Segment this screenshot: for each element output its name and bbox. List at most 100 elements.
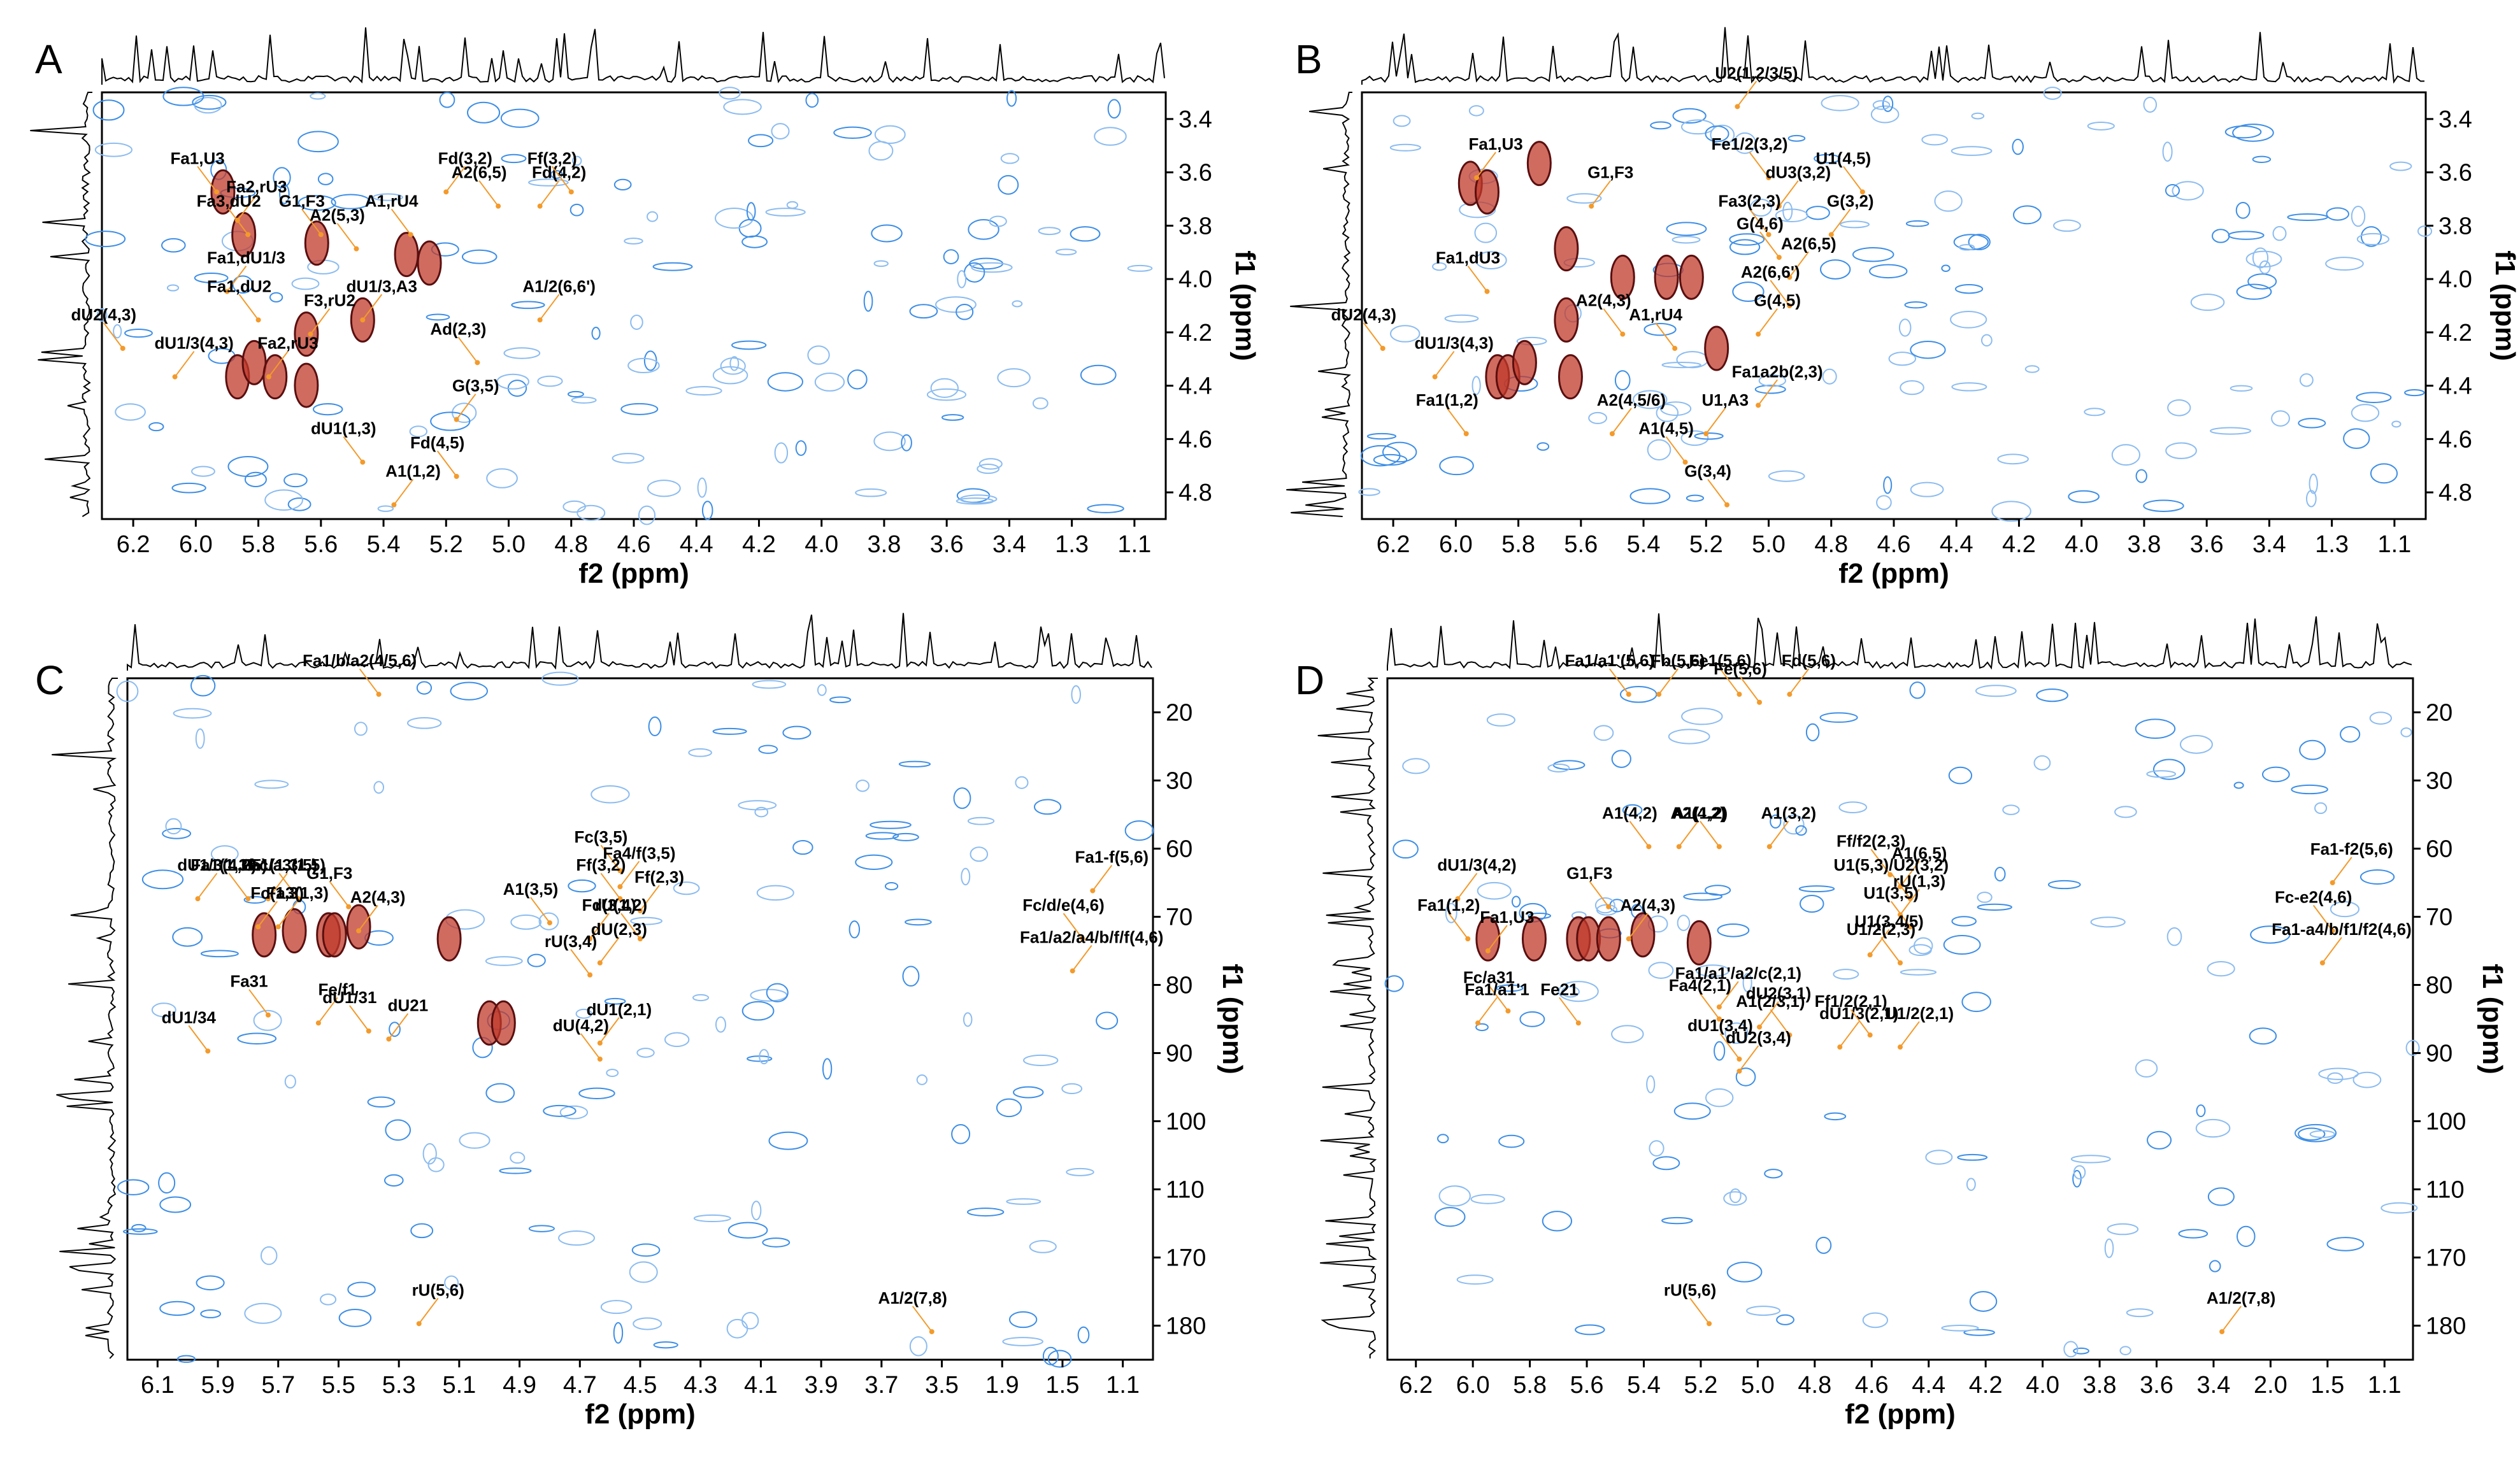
contour-peak: [792, 839, 813, 855]
annotation-arrowhead: [1606, 904, 1612, 909]
highlighted-cross-peak: [1474, 169, 1500, 215]
peak-annotation: Fa1a2b(2,3): [1732, 362, 1823, 381]
contour-peak: [2228, 231, 2265, 240]
contour-peak: [855, 854, 893, 870]
contour-peak: [2326, 1237, 2365, 1251]
contour-peak: [2147, 1130, 2172, 1150]
peak-annotation: G(3,4): [1684, 462, 1731, 481]
contour-peak: [2298, 1127, 2326, 1141]
contour-peak: [2404, 389, 2425, 397]
contour-peak: [2233, 781, 2244, 789]
contour-peak: [2196, 1104, 2206, 1118]
annotation-arrowhead: [1837, 1044, 1843, 1050]
peak-annotation: dU3(3,2): [1766, 163, 1831, 182]
contour-peak: [966, 1208, 1005, 1217]
contour-peak: [2314, 802, 2328, 815]
contour-peak: [620, 403, 659, 415]
peak-annotation: Fa1/a1'(5,6): [1565, 651, 1655, 670]
contour-peak: [2033, 755, 2051, 771]
peak-annotation: U1,A3: [1701, 390, 1749, 410]
contour-peak: [795, 440, 807, 456]
peak-annotation: Fa3,dU2: [197, 191, 261, 210]
peak-annotation: A1(3,5): [503, 880, 559, 899]
peak-annotation: Fe1/2(3,2): [1712, 134, 1788, 153]
annotation-arrowhead: [1465, 936, 1471, 942]
x-tick-label: 4.2: [742, 531, 776, 558]
contour-peak: [2340, 726, 2361, 743]
annotation-leader: [455, 394, 476, 420]
contour-peak: [1575, 1324, 1605, 1336]
contour-peak: [771, 123, 790, 139]
contour-peak: [1077, 1326, 1090, 1344]
peak-annotation: A2(4,3): [1576, 291, 1631, 310]
contour-peak: [385, 1119, 412, 1141]
y-tick-label: 3.4: [2438, 106, 2472, 133]
annotation-arrowhead: [638, 908, 643, 914]
annotation-leader: [1071, 944, 1092, 972]
annotation-arrowhead: [1859, 189, 1865, 195]
contour-peak: [1519, 1011, 1545, 1027]
x-tick-label: 5.0: [492, 531, 526, 558]
contour-peak: [909, 1336, 927, 1357]
x-tick-label: 5.6: [1564, 531, 1598, 558]
contour-peak: [1566, 193, 1602, 204]
contour-peak: [2090, 916, 2126, 928]
contour-peak: [727, 1222, 768, 1239]
contour-peak: [653, 1341, 678, 1349]
annotation-leader: [619, 860, 640, 887]
contour-peak: [750, 988, 788, 1002]
contour-peak: [1723, 1191, 1747, 1206]
contour-peak: [1705, 1088, 1734, 1108]
contour-peak: [1910, 341, 1946, 359]
y-tick-label: 110: [1166, 1177, 1205, 1204]
x-tick-label: 4.6: [1877, 531, 1911, 558]
annotation-arrowhead: [537, 203, 543, 209]
contour-peak: [870, 820, 912, 829]
contour-peak: [1991, 501, 2031, 522]
contour-peak: [1643, 323, 1677, 336]
peak-annotation: A1(3,2): [1761, 803, 1816, 822]
annotation-arrowhead: [1609, 431, 1615, 436]
contour-peak: [1742, 973, 1752, 992]
contour-peak: [1536, 442, 1550, 451]
contour-peak: [1696, 964, 1730, 977]
annotation-arrowhead: [356, 928, 362, 934]
y-tick-label: 3.4: [1178, 106, 1212, 133]
y-tick-label: 30: [1166, 768, 1192, 795]
y-tick-label: 4.2: [1178, 320, 1212, 346]
contour-peak: [422, 1143, 437, 1165]
peak-annotation: Fa1/b/a2(4/5,6): [303, 651, 417, 670]
contour-peak: [1649, 1140, 1664, 1157]
contour-peak: [2252, 155, 2272, 163]
peak-annotation: dU1/3(4,2): [177, 855, 256, 874]
contour-peak: [1963, 1329, 1995, 1336]
panel-letter: A: [35, 36, 62, 82]
contour-peak: [2356, 392, 2392, 403]
x-tick-label: 4.2: [1969, 1372, 2003, 1399]
annotation-arrowhead: [1463, 431, 1469, 436]
contour-peak: [874, 125, 906, 145]
annotation-arrowhead: [1703, 431, 1709, 436]
peak-annotation: Fa3(2,3): [1718, 191, 1780, 210]
contour-peak: [1820, 259, 1851, 280]
contour-peak: [967, 816, 995, 825]
contour-peak: [1900, 380, 1924, 395]
x-tick-label: 3.8: [868, 531, 901, 558]
contour-peak: [1390, 325, 1421, 343]
highlighted-cross-peak: [1654, 254, 1679, 300]
contour-peak: [389, 1022, 401, 1037]
peak-annotation: Fa1,U3: [1468, 134, 1522, 153]
x-axis-title: f2 (ppm): [1838, 558, 1949, 589]
contour-peak: [648, 716, 662, 736]
contour-peak: [148, 422, 164, 432]
contour-peak: [567, 390, 584, 397]
annotation-arrowhead: [1626, 692, 1631, 697]
contour-peak: [85, 231, 126, 248]
peak-annotation: Fa1(1,2): [1416, 390, 1478, 410]
x-tick-label: 3.7: [864, 1372, 898, 1399]
contour-peak: [786, 201, 799, 210]
contour-peak: [2272, 225, 2287, 241]
highlighted-cross-peak: [1704, 325, 1729, 371]
contour-peak: [190, 674, 216, 697]
x-tick-label: 1.1: [2368, 1372, 2402, 1399]
